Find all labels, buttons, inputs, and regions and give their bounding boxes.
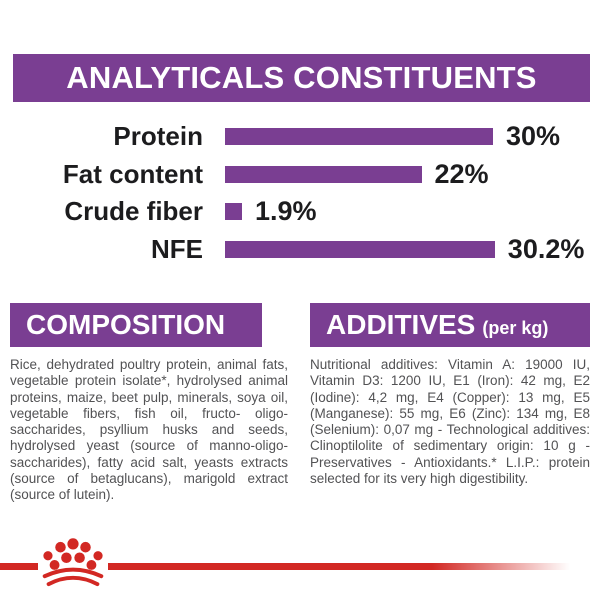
royal-canin-crown-icon xyxy=(38,532,108,594)
composition-heading: COMPOSITION xyxy=(26,309,226,340)
analytical-constituents-header: ANALYTICALS CONSTITUENTS xyxy=(13,54,590,102)
chart-bar xyxy=(225,128,493,146)
chart-category-label: Fat content xyxy=(62,158,203,189)
chart-row: Protein 30% xyxy=(0,118,600,156)
chart-bar xyxy=(225,240,495,258)
additives-text: Nutritional additives: Vitamin A: 19000 … xyxy=(310,357,590,487)
chart-row: NFE 30.2% xyxy=(0,231,600,269)
chart-row: Crude fiber 1.9% xyxy=(0,193,600,231)
brand-divider-line xyxy=(0,563,600,570)
chart-row: Fat content 22% xyxy=(0,156,600,194)
additives-heading-suffix: (per kg) xyxy=(482,318,549,338)
chart-value-label: 1.9% xyxy=(255,196,317,227)
chart-category-label: Protein xyxy=(113,121,203,152)
analytical-constituents-title: ANALYTICALS CONSTITUENTS xyxy=(66,60,537,95)
chart-bar xyxy=(225,165,422,183)
chart-value-label: 22% xyxy=(434,158,489,189)
chart-value-label: 30.2% xyxy=(507,233,585,264)
additives-heading: ADDITIVES xyxy=(326,309,476,340)
additives-header: ADDITIVES (per kg) xyxy=(310,303,590,347)
chart-category-label: NFE xyxy=(151,233,203,264)
chart-bar xyxy=(225,203,242,221)
chart-value-label: 30% xyxy=(506,121,561,152)
composition-text: Rice, dehydrated poultry protein, animal… xyxy=(10,357,288,503)
analytical-constituents-chart: Protein 30% Fat content 22% Crude fiber 1.9% N… xyxy=(0,118,600,268)
chart-category-label: Crude fiber xyxy=(64,196,203,227)
composition-header: COMPOSITION xyxy=(10,303,262,347)
